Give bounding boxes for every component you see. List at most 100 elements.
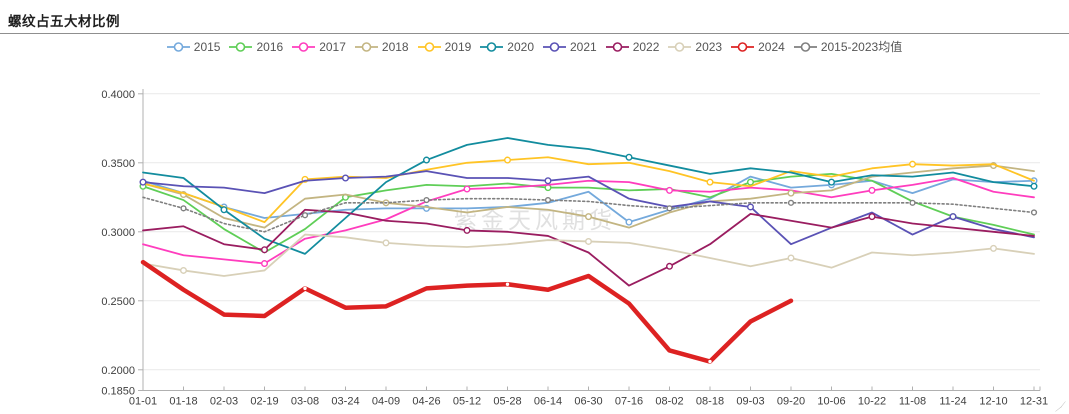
legend-label: 2023 bbox=[695, 39, 723, 54]
legend-marker-icon bbox=[417, 41, 441, 52]
data-point-marker bbox=[463, 185, 471, 193]
data-point-marker bbox=[787, 254, 795, 262]
page-title: 螺纹占五大材比例 bbox=[8, 14, 120, 29]
data-point-marker bbox=[708, 359, 712, 364]
data-point-marker bbox=[666, 262, 674, 270]
legend-marker-icon bbox=[166, 41, 190, 52]
x-axis-tick-label: 10-06 bbox=[817, 396, 845, 408]
data-point-marker bbox=[179, 266, 187, 274]
x-axis-tick-label: 02-03 bbox=[210, 396, 238, 408]
x-axis-tick-label: 04-26 bbox=[412, 396, 440, 408]
legend-marker-icon bbox=[354, 41, 378, 52]
legend-item-2022[interactable]: 2022 bbox=[605, 39, 660, 54]
data-point-marker bbox=[544, 196, 552, 204]
legend-label: 2016 bbox=[256, 39, 284, 54]
legend-label: 2020 bbox=[507, 39, 534, 54]
data-point-marker bbox=[180, 205, 187, 212]
data-point-marker bbox=[342, 174, 350, 182]
data-point-marker bbox=[868, 186, 876, 194]
data-point-marker bbox=[1030, 209, 1038, 216]
data-point-marker bbox=[868, 213, 876, 221]
x-axis-tick-label: 08-02 bbox=[655, 396, 683, 408]
legend-label: 2015-2023均值 bbox=[820, 40, 903, 54]
x-axis-tick-label: 09-03 bbox=[736, 396, 764, 408]
legend-marker-icon bbox=[793, 41, 817, 52]
legend-marker-icon bbox=[229, 41, 253, 52]
legend-item-2020[interactable]: 2020 bbox=[480, 40, 534, 54]
legend-item-2023[interactable]: 2023 bbox=[668, 40, 722, 54]
x-axis-tick-label: 10-22 bbox=[858, 396, 886, 408]
data-point-marker bbox=[949, 213, 957, 221]
data-point-marker bbox=[747, 178, 755, 186]
legend-item-2019[interactable]: 2019 bbox=[417, 40, 471, 54]
y-axis-tick-label: 0.4000 bbox=[101, 89, 135, 101]
legend-item-2018[interactable]: 2018 bbox=[354, 40, 409, 54]
series-markers-2021 bbox=[139, 174, 957, 221]
data-point-marker bbox=[585, 237, 593, 245]
legend-item-2017[interactable]: 2017 bbox=[292, 40, 346, 54]
x-axis-tick-label: 04-09 bbox=[372, 396, 400, 408]
data-point-marker bbox=[747, 203, 755, 211]
legend-marker-icon bbox=[543, 41, 566, 52]
legend-item-2016[interactable]: 2016 bbox=[229, 40, 283, 54]
x-axis-tick-label: 09-20 bbox=[777, 396, 805, 408]
y-axis-tick-label: 0.1850 bbox=[101, 386, 135, 398]
data-point-marker bbox=[706, 178, 714, 186]
y-axis-tick-label: 0.2000 bbox=[101, 365, 135, 377]
legend-marker-icon bbox=[605, 41, 629, 52]
data-point-marker bbox=[1030, 182, 1038, 190]
data-point-marker bbox=[423, 156, 431, 164]
x-axis-tick-label: 01-18 bbox=[169, 396, 197, 408]
x-axis-tick-label: 05-12 bbox=[453, 396, 481, 408]
data-point-marker bbox=[909, 199, 916, 206]
data-point-marker bbox=[261, 260, 269, 268]
data-point-marker bbox=[787, 189, 795, 197]
x-axis-tick-label: 03-24 bbox=[331, 396, 359, 408]
legend-item-2015-2023均值[interactable]: 2015-2023均值 bbox=[793, 38, 903, 55]
data-point-marker bbox=[990, 244, 998, 252]
data-point-marker bbox=[828, 178, 836, 186]
legend-label: 2021 bbox=[570, 39, 597, 54]
data-point-marker bbox=[220, 206, 228, 214]
x-axis-tick-label: 07-16 bbox=[615, 396, 643, 408]
series-markers-2020 bbox=[220, 153, 1038, 214]
data-point-marker bbox=[666, 205, 673, 212]
legend-item-2021[interactable]: 2021 bbox=[543, 40, 597, 54]
legend-item-2015[interactable]: 2015 bbox=[166, 39, 221, 54]
legend-marker-icon bbox=[292, 41, 316, 52]
x-axis-tick-label: 01-01 bbox=[129, 396, 157, 408]
legend-label: 2022 bbox=[632, 39, 660, 54]
title-divider bbox=[0, 33, 1069, 34]
data-point-marker bbox=[909, 160, 917, 168]
data-point-marker bbox=[463, 226, 471, 234]
legend-label: 2015 bbox=[193, 39, 221, 54]
series-line-2021 bbox=[142, 170, 1035, 246]
x-axis-tick-label: 05-28 bbox=[493, 396, 521, 408]
x-axis-tick-label: 02-19 bbox=[250, 396, 278, 408]
legend-item-2024[interactable]: 2024 bbox=[731, 40, 785, 54]
data-point-marker bbox=[303, 286, 307, 291]
data-point-marker bbox=[544, 177, 552, 185]
data-point-marker bbox=[625, 153, 633, 161]
data-point-marker bbox=[666, 186, 674, 194]
x-axis-tick-label: 11-08 bbox=[899, 396, 926, 408]
x-axis-tick-label: 12-10 bbox=[979, 396, 1007, 408]
legend-label: 2024 bbox=[758, 39, 785, 54]
series-line-2019 bbox=[142, 156, 1035, 224]
legend-marker-icon bbox=[731, 41, 755, 52]
data-point-marker bbox=[423, 196, 430, 204]
y-axis-tick-label: 0.2500 bbox=[101, 296, 135, 308]
data-point-marker bbox=[787, 199, 795, 206]
series-line-2020 bbox=[142, 137, 1035, 255]
legend-label: 2017 bbox=[319, 39, 346, 54]
legend-marker-icon bbox=[480, 41, 504, 52]
series-markers-2022 bbox=[261, 213, 876, 270]
chart-legend: 2015 2016 2017 2018 2019 2020 2021 2022 2023 2024… bbox=[0, 38, 1069, 55]
data-point-marker bbox=[504, 156, 512, 164]
legend-marker-icon bbox=[668, 41, 692, 52]
x-axis-tick-label: 03-08 bbox=[291, 396, 319, 408]
data-point-marker bbox=[505, 282, 510, 286]
data-point-marker bbox=[585, 213, 593, 221]
series-line-2024 bbox=[140, 259, 794, 364]
